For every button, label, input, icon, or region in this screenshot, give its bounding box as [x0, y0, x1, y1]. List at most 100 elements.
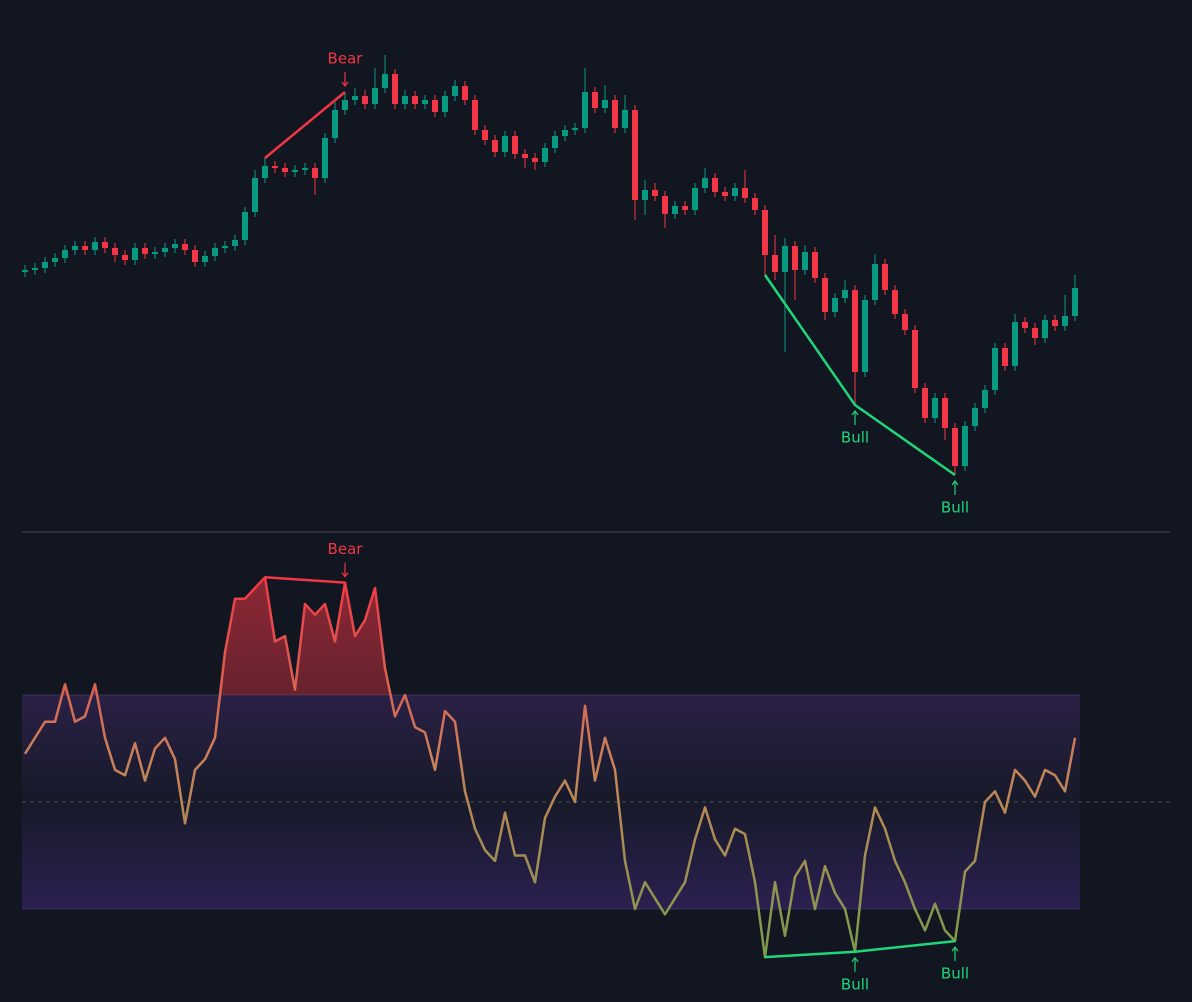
divergence-label: Bear: [328, 50, 364, 68]
candle-body: [482, 130, 488, 140]
candle-body: [442, 96, 448, 112]
candle-body: [352, 96, 358, 100]
candle-body: [562, 130, 568, 136]
candle-body: [872, 264, 878, 300]
candle-body: [612, 100, 618, 128]
label-arrowhead: [851, 410, 859, 416]
candle-body: [782, 246, 788, 272]
oscillator-line: [23, 576, 1077, 959]
label-arrowhead: [951, 480, 959, 486]
candle-body: [22, 270, 28, 272]
candle-body: [732, 188, 738, 196]
divergence-label: Bull: [841, 975, 869, 993]
candle-body: [722, 192, 728, 196]
candle-body: [762, 210, 768, 255]
candle-body: [792, 246, 798, 270]
candle-body: [422, 100, 428, 104]
candle-body: [902, 314, 908, 330]
candle-body: [432, 100, 438, 112]
candle-body: [602, 100, 608, 108]
candle-body: [472, 100, 478, 130]
divergence-label: Bull: [941, 965, 969, 983]
divergence-line: [264, 576, 346, 584]
candle-body: [632, 110, 638, 200]
candle-body: [592, 92, 598, 108]
candle-body: [952, 428, 958, 466]
candle-body: [542, 148, 548, 162]
candle-body: [942, 398, 948, 428]
candle-body: [572, 128, 578, 130]
divergence-line: [763, 274, 956, 477]
candle-body: [752, 198, 758, 210]
label-arrowhead: [341, 572, 349, 578]
candle-body: [42, 262, 48, 268]
candle-body: [862, 300, 868, 372]
candle-body: [32, 268, 38, 270]
candle-body: [222, 246, 228, 248]
candle-body: [922, 388, 928, 418]
candle-body: [102, 242, 108, 248]
candle-body: [522, 154, 528, 158]
candle-body: [662, 196, 668, 214]
candle-body: [1062, 316, 1068, 326]
candle-body: [672, 206, 678, 214]
candle-body: [212, 248, 218, 256]
candle-body: [232, 240, 238, 246]
candle-body: [302, 168, 308, 170]
candle-body: [582, 92, 588, 128]
candle-body: [52, 258, 58, 262]
candle-body: [1072, 288, 1078, 316]
candle-body: [372, 88, 378, 104]
candle-body: [832, 298, 838, 312]
candle-body: [682, 206, 688, 210]
candle-body: [242, 212, 248, 240]
candle-body: [1022, 322, 1028, 328]
candle-body: [82, 246, 88, 250]
candle-body: [132, 248, 138, 260]
candle-body: [252, 178, 258, 212]
candle-body: [822, 278, 828, 312]
candle-body: [492, 140, 498, 152]
candle-body: [382, 74, 388, 88]
candle-body: [262, 166, 268, 178]
candle-body: [1052, 320, 1058, 326]
candle-body: [912, 330, 918, 388]
candle-body: [142, 248, 148, 254]
candle-body: [272, 166, 278, 168]
label-arrowhead: [851, 956, 859, 963]
divergence-line: [764, 939, 956, 959]
candle-body: [292, 170, 298, 172]
candle-body: [692, 188, 698, 210]
divergence-label: Bull: [841, 429, 869, 447]
candle-body: [112, 248, 118, 255]
candle-body: [962, 426, 968, 466]
candle-body: [972, 408, 978, 426]
candle-body: [402, 96, 408, 104]
candle-body: [772, 255, 778, 272]
candle-body: [512, 136, 518, 154]
candle-body: [532, 158, 538, 162]
candle-body: [1012, 322, 1018, 366]
candle-body: [122, 255, 128, 260]
candle-body: [392, 74, 398, 104]
candle-body: [172, 244, 178, 248]
candle-body: [92, 242, 98, 250]
candle-body: [332, 110, 338, 138]
candle-body: [192, 250, 198, 262]
candle-body: [982, 390, 988, 408]
candle-body: [452, 86, 458, 96]
candle-body: [812, 252, 818, 278]
candle-body: [622, 110, 628, 128]
candle-body: [312, 168, 318, 178]
candle-body: [852, 290, 858, 372]
candle-body: [802, 252, 808, 270]
candle-body: [552, 136, 558, 148]
candle-body: [412, 96, 418, 104]
candle-body: [992, 348, 998, 390]
divergence-label: Bear: [328, 540, 364, 558]
candle-body: [462, 86, 468, 100]
candle-body: [152, 252, 158, 254]
overbought-fill: [25, 577, 1075, 695]
candle-body: [62, 250, 68, 258]
